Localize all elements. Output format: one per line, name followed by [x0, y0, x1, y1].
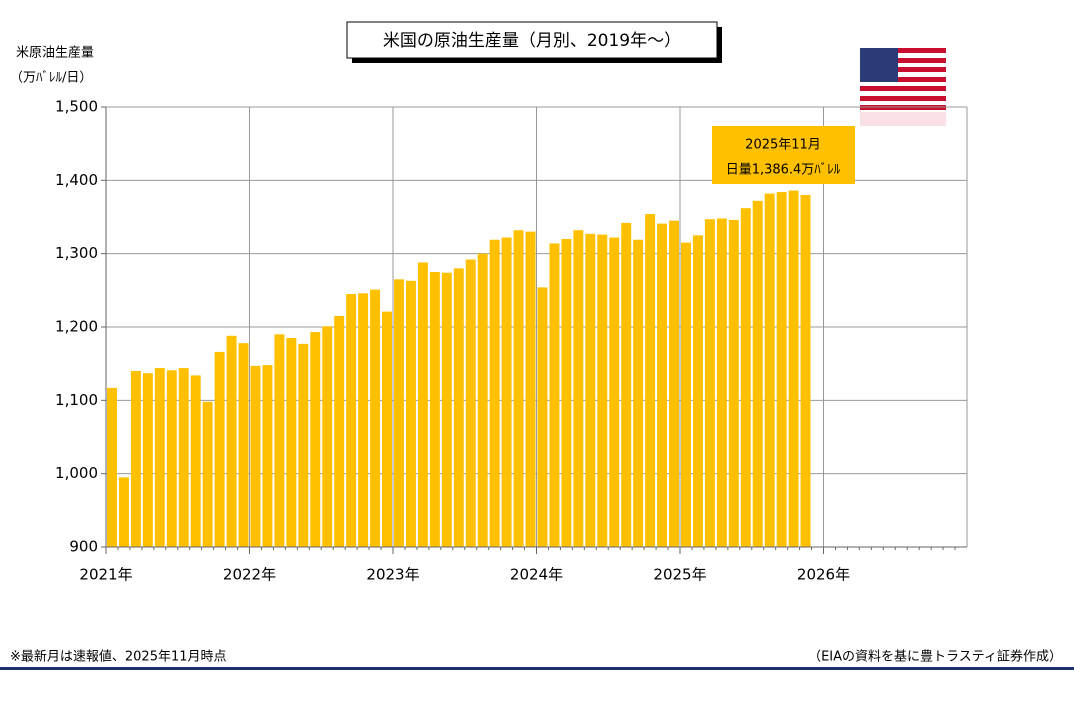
bar — [322, 326, 333, 547]
chart-title: 米国の原油生産量（月別、2019年～） — [383, 31, 681, 51]
bar — [154, 368, 165, 547]
y-tick-label: 1,500 — [55, 98, 98, 116]
bar — [465, 259, 476, 547]
y-tick-label: 1,000 — [55, 464, 98, 482]
bar — [286, 338, 297, 547]
bar — [501, 237, 512, 548]
bar — [728, 219, 739, 547]
x-tick-label: 2026年 — [797, 566, 850, 584]
bar — [525, 231, 536, 547]
bar — [298, 343, 309, 547]
x-tick-label: 2024年 — [510, 566, 563, 584]
bar — [262, 365, 273, 547]
footer-rule — [0, 667, 1074, 670]
bar — [382, 311, 392, 547]
bar — [130, 371, 141, 547]
bar — [202, 401, 213, 547]
annotation: 2025年11月 — [745, 138, 821, 153]
bar — [429, 272, 440, 547]
bar — [107, 387, 117, 547]
annotation-box — [712, 126, 855, 184]
bar — [513, 230, 524, 547]
bar — [190, 375, 201, 547]
bar — [226, 335, 237, 547]
bar — [573, 230, 584, 547]
bar — [489, 239, 500, 547]
bar — [370, 289, 381, 547]
bar — [166, 370, 177, 547]
y-tick-label: 1,400 — [55, 171, 98, 189]
bar — [764, 193, 775, 548]
y-tick-label: 1,300 — [55, 244, 98, 262]
bar — [657, 223, 668, 547]
bar — [441, 272, 452, 547]
bar — [609, 237, 620, 548]
bar — [214, 351, 225, 547]
x-tick-label: 2025年 — [653, 566, 706, 584]
y-tick-label: 1,100 — [55, 391, 98, 409]
bar — [250, 365, 261, 547]
bar — [334, 316, 345, 547]
title-box — [346, 21, 718, 59]
bar — [274, 334, 285, 547]
bar — [645, 214, 656, 548]
bar — [549, 243, 560, 547]
bar — [118, 477, 129, 547]
x-tick-label: 2022年 — [223, 566, 276, 584]
bar — [417, 262, 428, 547]
bar — [477, 253, 488, 547]
bar — [310, 332, 321, 547]
bar — [704, 219, 715, 547]
bar — [669, 220, 679, 547]
source: （EIAの資料を基に豊トラスティ証券作成） — [808, 649, 1062, 665]
bar — [776, 192, 787, 548]
bar — [740, 208, 751, 547]
flag — [860, 48, 946, 126]
bar — [358, 293, 369, 547]
bar — [788, 190, 799, 547]
bar — [394, 279, 404, 547]
bar — [178, 368, 189, 547]
y-axis-label: （万ﾊﾞﾚﾙ/日） — [10, 71, 92, 86]
bar — [142, 373, 153, 547]
bar — [585, 233, 596, 547]
bar — [346, 294, 357, 547]
bar — [405, 280, 416, 547]
bar — [621, 222, 632, 547]
y-tick-label: 900 — [69, 538, 98, 556]
footnote: ※最新月は速報値、2025年11月時点 — [10, 649, 227, 665]
bar — [716, 218, 727, 547]
bar — [453, 268, 464, 547]
bar — [633, 239, 644, 547]
x-tick-label: 2021年 — [79, 566, 132, 584]
bar — [692, 235, 703, 548]
bar — [537, 287, 548, 547]
bar — [561, 239, 572, 547]
y-tick-label: 1,200 — [55, 318, 98, 336]
y-axis-label: 米原油生産量 — [16, 45, 94, 61]
x-tick-label: 2023年 — [366, 566, 419, 584]
bar — [597, 234, 608, 547]
bar — [752, 200, 763, 547]
annotation: 日量1,386.4万ﾊﾞﾚﾙ — [726, 163, 841, 178]
bar — [681, 242, 691, 547]
bar — [238, 343, 249, 547]
bar — [800, 195, 811, 547]
